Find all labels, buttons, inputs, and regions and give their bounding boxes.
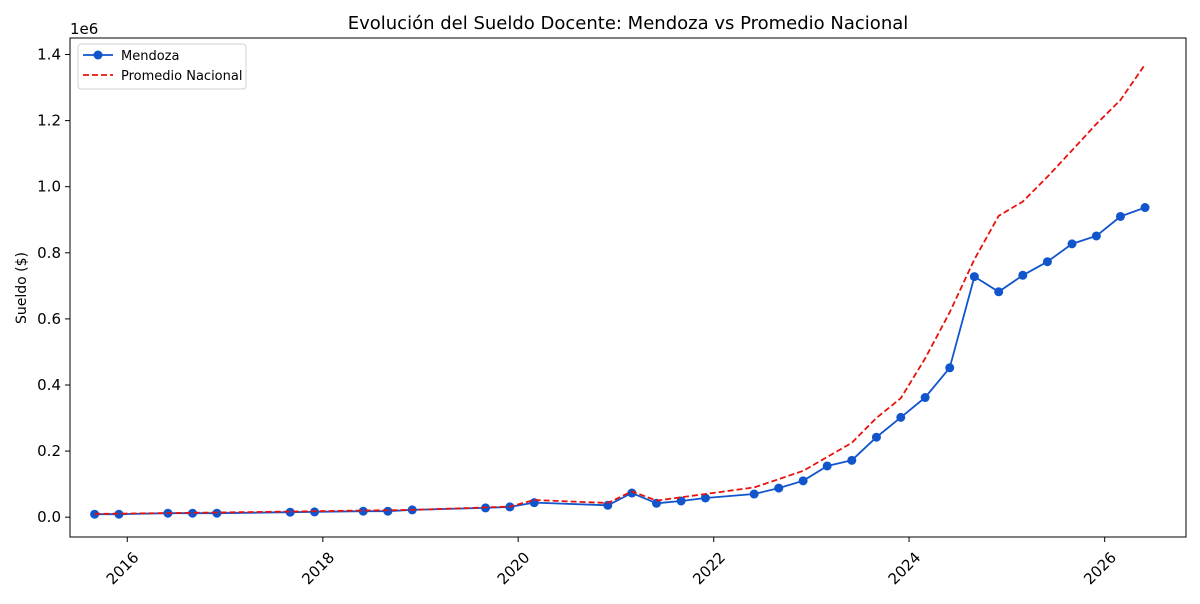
x-tick-label: 2020 [494, 549, 534, 589]
legend-marker-mendoza [93, 50, 103, 60]
y-tick-label: 1.0 [37, 178, 61, 196]
data-point-mendoza [920, 393, 930, 403]
legend-label-promedio-nacional: Promedio Nacional [121, 69, 242, 84]
data-point-mendoza [969, 272, 979, 282]
legend: Mendoza Promedio Nacional [77, 43, 247, 90]
data-point-mendoza [896, 412, 906, 422]
data-point-mendoza [188, 508, 198, 518]
series-layer [90, 63, 1150, 519]
x-tick-label: 2016 [103, 549, 143, 589]
y-tick-label: 0.2 [37, 442, 61, 460]
x-tick-label: 2018 [298, 549, 338, 589]
data-point-mendoza [1042, 257, 1052, 267]
data-point-mendoza [383, 506, 393, 516]
y-axis-label: Sueldo ($) [14, 252, 30, 324]
data-point-mendoza [822, 461, 832, 471]
legend-box [77, 43, 247, 90]
series-line-promedio-nacional [94, 63, 1146, 515]
data-point-mendoza [114, 509, 124, 519]
y-tick-label: 0.6 [37, 310, 61, 328]
data-point-mendoza [945, 363, 955, 373]
data-point-mendoza [603, 500, 613, 510]
data-point-mendoza [1115, 211, 1125, 221]
data-point-mendoza [994, 287, 1004, 297]
y-tick-label: 0.0 [37, 508, 61, 526]
data-point-mendoza [700, 493, 710, 503]
y-tick-label: 0.8 [37, 244, 61, 262]
data-point-mendoza [285, 507, 295, 517]
y-tick-label: 1.2 [37, 112, 61, 130]
data-point-mendoza [749, 489, 759, 499]
series-line-mendoza [94, 206, 1146, 516]
y-offset-label: 1e6 [70, 20, 98, 38]
data-point-mendoza [847, 455, 857, 465]
x-axis: 2016 2018 2020 2022 2024 2026 [103, 537, 1120, 588]
data-point-mendoza [774, 483, 784, 493]
data-point-mendoza [871, 432, 881, 442]
y-tick-label: 1.4 [37, 46, 61, 64]
data-point-mendoza [1067, 239, 1077, 249]
data-point-mendoza [798, 476, 808, 486]
data-point-mendoza [1018, 270, 1028, 280]
x-tick-label: 2024 [885, 549, 925, 589]
data-point-mendoza [1140, 203, 1150, 213]
plot-frame [69, 37, 1187, 538]
legend-label-mendoza: Mendoza [121, 49, 179, 64]
chart-title: Evolución del Sueldo Docente: Mendoza vs… [348, 13, 909, 34]
y-axis: 0.0 0.2 0.4 0.6 0.8 1.0 1.2 1.4 [37, 46, 70, 526]
x-tick-label: 2026 [1080, 549, 1120, 589]
data-point-mendoza [358, 506, 368, 516]
y-tick-label: 0.4 [37, 376, 61, 394]
data-point-mendoza [1091, 231, 1101, 241]
data-point-mendoza [676, 496, 686, 506]
x-tick-label: 2022 [689, 549, 729, 589]
data-point-mendoza [627, 488, 637, 498]
